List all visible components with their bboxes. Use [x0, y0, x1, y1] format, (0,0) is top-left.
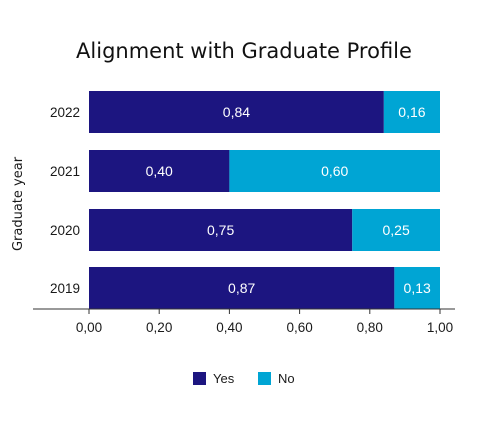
y-axis-label: Graduate year — [11, 156, 26, 251]
x-ticks: 0,00 0,20 0,40 0,60 0,80 1,00 — [76, 309, 453, 335]
data-label-yes-2020: 0,75 — [207, 222, 234, 238]
data-label-no-2021: 0,60 — [321, 163, 348, 179]
bar-yes-2019 — [89, 267, 395, 309]
bar-yes-2022 — [89, 91, 384, 133]
chart-title: Alignment with Graduate Profile — [76, 39, 412, 63]
bar-no-2022 — [383, 91, 440, 133]
bar-no-2019 — [394, 267, 440, 309]
bar-yes-2020 — [89, 209, 353, 251]
data-label-no-2020: 0,25 — [383, 222, 410, 238]
data-label-yes-2019: 0,87 — [228, 280, 255, 296]
legend-swatch-no — [258, 372, 271, 385]
bars-group: 0,84 0,16 0,40 0,60 0,75 0,25 0,87 0,13 — [89, 91, 440, 309]
x-tick-label: 0,60 — [286, 320, 312, 335]
x-tick-label: 0,00 — [76, 320, 102, 335]
data-label-no-2019: 0,13 — [404, 280, 431, 296]
x-tick-label: 0,40 — [216, 320, 242, 335]
y-tick-label-2020: 2020 — [50, 223, 80, 238]
bar-no-2021 — [229, 150, 440, 192]
y-tick-labels: 2022 2021 2020 2019 — [50, 105, 80, 296]
data-label-yes-2022: 0,84 — [223, 104, 250, 120]
bar-no-2020 — [352, 209, 440, 251]
y-tick-label-2021: 2021 — [50, 164, 80, 179]
y-tick-label-2019: 2019 — [50, 281, 80, 296]
data-label-no-2022: 0,16 — [398, 104, 425, 120]
data-label-yes-2021: 0,40 — [146, 163, 173, 179]
legend-label-yes: Yes — [213, 371, 235, 386]
legend-label-no: No — [278, 371, 295, 386]
y-tick-label-2022: 2022 — [50, 105, 80, 120]
legend: Yes No — [193, 371, 295, 386]
x-tick-label: 0,80 — [357, 320, 383, 335]
x-tick-label: 0,20 — [146, 320, 172, 335]
bar-yes-2021 — [89, 150, 230, 192]
x-tick-label: 1,00 — [427, 320, 453, 335]
legend-swatch-yes — [193, 372, 206, 385]
